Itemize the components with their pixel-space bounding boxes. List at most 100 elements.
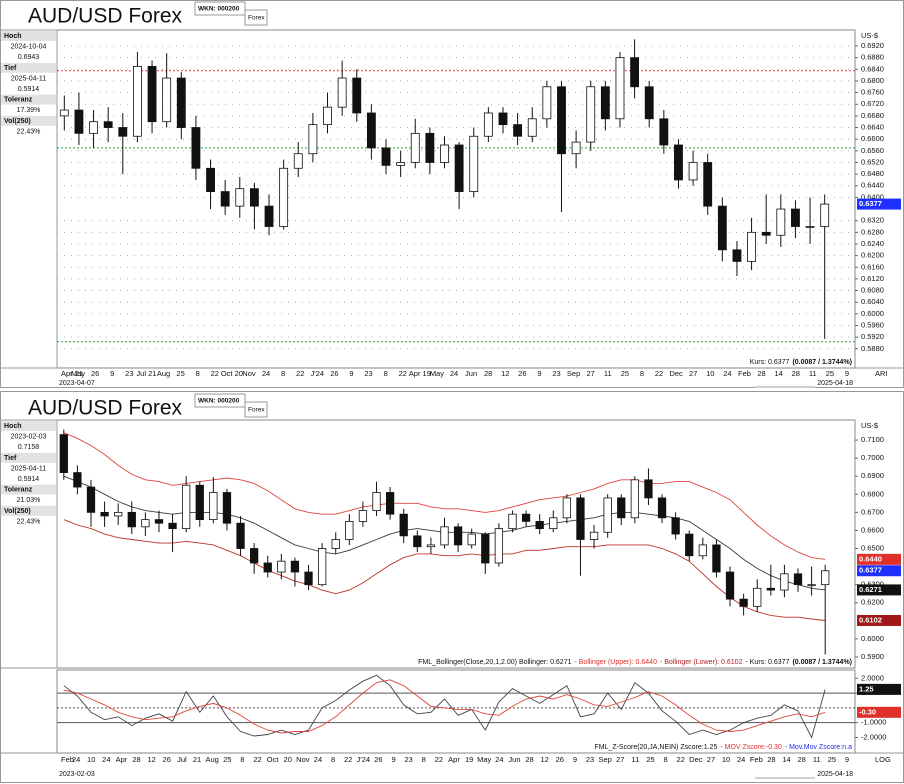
x-tick-label: Nov [242, 369, 256, 378]
annotation-part: - Kurs: 0.6377 [745, 659, 789, 666]
candle-body [644, 86, 654, 120]
y-tick-label: 0.6680 [861, 111, 884, 120]
candle-body [290, 560, 300, 573]
candle-body [521, 513, 531, 522]
annotation: Kurs: 0.6377 (0.0087 / 1.3744%) [750, 359, 852, 366]
candle-body [235, 188, 245, 207]
x-tick-label: 26 [518, 369, 526, 378]
x-tick-label: 22 [399, 369, 407, 378]
price-marker-label: 0.6271 [859, 585, 882, 594]
x-tick-label: 28 [792, 369, 800, 378]
x-tick-label: Nov [296, 755, 310, 764]
x-tick-label: 25 [826, 369, 834, 378]
candle-body [147, 65, 157, 123]
candle-body [176, 77, 186, 128]
start-date: 2023-04-07 [59, 380, 95, 387]
x-tick-label: 12 [501, 369, 509, 378]
x-tick-label: 20 [284, 755, 292, 764]
candle-body [337, 77, 347, 108]
x-tick-label: 11 [809, 369, 817, 378]
info-label-bg [1, 94, 56, 105]
x-tick-label: 28 [767, 755, 775, 764]
price-marker [857, 198, 901, 210]
y-tick-label: 0.6320 [861, 216, 884, 225]
y-tick-label: 0.6440 [861, 181, 884, 190]
info-value: 0.5914 [18, 86, 40, 93]
end-date: 2025-04-18 [817, 771, 853, 778]
x-tick-label: 12 [148, 755, 156, 764]
info-label-bg [1, 62, 56, 73]
y-tick-label: 0.5900 [861, 652, 884, 661]
candle-body [821, 570, 830, 586]
scrollbar [755, 386, 815, 388]
candle-body [739, 598, 748, 607]
candle-body [345, 521, 354, 540]
wkn: WKN: 000200 [198, 398, 240, 405]
info-value: 2024-10-04 [11, 44, 47, 51]
x-tick-label: Oct [267, 755, 280, 764]
price-marker [857, 553, 901, 565]
x-tick-label: 9 [537, 369, 541, 378]
candle-body [381, 147, 391, 166]
y-tick-label: 0.6000 [861, 634, 884, 643]
x-tick-label: Jun [465, 369, 477, 378]
y-tick-label: 0.6760 [861, 88, 884, 97]
y-tick-label: 0.6160 [861, 262, 884, 271]
y-tick-label: 0.6200 [861, 598, 884, 607]
x-tick-label: 8 [422, 755, 426, 764]
candle-body [293, 153, 303, 169]
x-tick-label: 25 [223, 755, 231, 764]
candle-body [791, 208, 800, 227]
x-tick-label: 22 [344, 755, 352, 764]
candle-body [86, 486, 96, 513]
info-label-bg [1, 31, 56, 41]
x-tick-label: J'24 [311, 369, 325, 378]
top-panel [0, 0, 904, 388]
price-marker-label: -0.30 [859, 707, 876, 716]
candle-body [617, 497, 626, 519]
price-marker-label: 0.6377 [859, 566, 882, 575]
wkn: WKN: 000200 [198, 6, 240, 13]
y-tick-label: 0.6880 [861, 53, 884, 62]
x-tick-label: 24 [450, 369, 458, 378]
x-tick-label: 10 [87, 755, 95, 764]
candle-body [162, 77, 172, 123]
x-tick-label: 24 [72, 755, 80, 764]
candle-body [264, 205, 274, 227]
candle-body [589, 531, 599, 540]
y-tick-label: 0.6480 [861, 169, 884, 178]
wkn-box [194, 393, 246, 408]
x-tick-label: 22 [677, 755, 685, 764]
candle-body [372, 492, 381, 511]
x-tick-label: 23 [404, 755, 412, 764]
x-tick-label: 24 [495, 755, 503, 764]
x-tick-label: 23 [125, 369, 133, 378]
candle-body [513, 124, 523, 137]
price-marker [857, 706, 901, 718]
x-tick-label: 22 [253, 755, 261, 764]
candle-body [308, 124, 318, 155]
candle-body [209, 492, 218, 520]
candle-body [657, 497, 667, 519]
annotation-part: - Bollinger (Upper): 0.6440 [574, 659, 657, 666]
x-tick-label: May [430, 369, 444, 378]
candle-body [195, 484, 204, 520]
y-tick-label: -1.0000 [861, 718, 886, 727]
info-label: Toleranz [4, 97, 33, 104]
x-tick-label: 14 [782, 755, 790, 764]
candle-body [317, 548, 327, 586]
candle-body [304, 571, 313, 586]
price-marker-label: 0.6440 [859, 554, 882, 563]
x-tick-label: 10 [706, 369, 714, 378]
x-tick-label: 22 [655, 369, 663, 378]
bottom-panel [0, 391, 904, 783]
candle-body [222, 492, 232, 524]
x-tick-label: 8 [664, 755, 668, 764]
x-tick-label: 11 [813, 755, 821, 764]
price-marker [857, 565, 901, 577]
candle-body [399, 513, 408, 537]
candle-body [703, 162, 713, 207]
y-tick-label: 0.6640 [861, 123, 884, 132]
candle-body [366, 112, 376, 149]
